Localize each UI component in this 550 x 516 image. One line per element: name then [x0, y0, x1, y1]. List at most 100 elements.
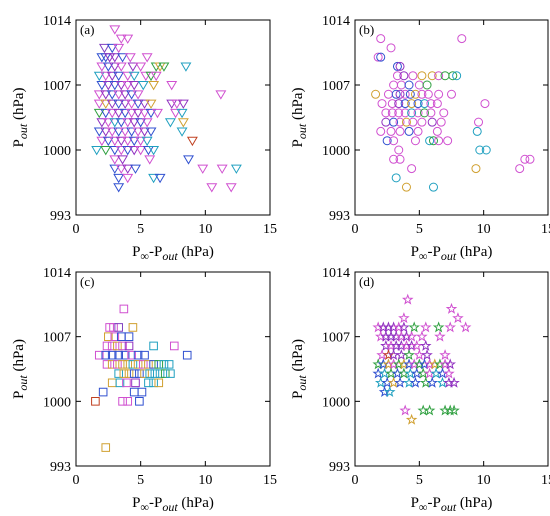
- data-point-a-53: [119, 99, 131, 109]
- data-point-a-75: [109, 118, 121, 128]
- data-point-b-15: [452, 71, 462, 81]
- x-axis-label-a: P∞-Pout (hPa): [132, 244, 214, 263]
- data-point-a-37: [128, 81, 140, 91]
- data-point-c-39: [119, 369, 129, 378]
- data-point-c-11: [113, 341, 122, 351]
- data-point-a-124: [148, 173, 160, 184]
- data-point-a-43: [106, 90, 118, 100]
- data-point-a-35: [115, 81, 127, 91]
- data-point-a-76: [115, 118, 127, 128]
- data-point-b-84: [391, 173, 401, 183]
- data-point-b-5: [392, 61, 402, 71]
- data-point-a-14: [102, 62, 114, 72]
- data-point-c-48: [166, 369, 175, 378]
- data-point-a-51: [106, 99, 118, 109]
- panel-label-c: (c): [80, 274, 94, 289]
- data-point-a-107: [128, 146, 140, 156]
- data-point-a-99: [135, 136, 147, 147]
- data-point-b-39: [426, 99, 436, 109]
- data-point-b-57: [427, 117, 437, 127]
- data-point-c-60: [118, 397, 127, 406]
- data-point-c-45: [150, 369, 160, 378]
- data-point-a-102: [91, 146, 103, 156]
- x-axis-label-sub-out: out: [162, 500, 178, 514]
- data-point-b-4: [376, 52, 386, 62]
- data-point-d-38: [421, 349, 433, 361]
- data-point-c-23: [140, 350, 149, 360]
- y-tick-label-b-0: 993: [329, 209, 350, 224]
- data-point-a-101: [186, 136, 198, 147]
- data-point-a-39: [148, 81, 160, 91]
- data-point-a-46: [126, 90, 138, 100]
- data-point-b-27: [410, 89, 420, 99]
- data-point-c-29: [123, 360, 133, 369]
- x-axis-label-p: P: [132, 244, 140, 260]
- x-tick-label-c-3: 15: [263, 473, 277, 488]
- data-point-a-68: [139, 108, 151, 119]
- axes-frame-b: [354, 19, 549, 216]
- data-point-c-0: [119, 304, 129, 314]
- data-point-d-54: [444, 358, 456, 370]
- data-point-c-51: [122, 378, 131, 388]
- data-point-a-18: [135, 62, 147, 72]
- data-point-b-75: [475, 145, 485, 155]
- data-point-a-61: [93, 108, 105, 119]
- data-point-a-60: [177, 99, 189, 109]
- data-point-c-41: [129, 369, 139, 378]
- data-point-a-67: [132, 108, 144, 119]
- data-point-a-17: [127, 62, 139, 72]
- data-point-a-24: [100, 71, 112, 82]
- x-axis-label-sub-inf: ∞: [140, 249, 149, 263]
- data-point-a-31: [150, 71, 162, 82]
- data-point-a-34: [109, 81, 121, 91]
- data-point-b-9: [408, 71, 418, 81]
- data-point-c-26: [107, 360, 117, 369]
- data-point-d-11: [420, 321, 432, 333]
- data-point-a-1: [115, 34, 127, 44]
- data-point-d-86: [405, 413, 418, 425]
- data-point-b-44: [394, 108, 404, 118]
- data-point-d-23: [434, 330, 446, 342]
- data-point-a-111: [109, 155, 121, 165]
- data-point-a-82: [177, 118, 189, 128]
- data-point-a-65: [119, 108, 131, 119]
- data-point-a-36: [122, 81, 134, 91]
- data-point-b-8: [399, 71, 409, 81]
- data-point-a-78: [128, 118, 140, 128]
- data-point-b-80: [525, 154, 535, 164]
- data-point-b-11: [427, 71, 437, 81]
- data-point-b-46: [407, 108, 417, 118]
- data-point-d-79: [383, 386, 396, 397]
- data-point-b-74: [394, 145, 404, 155]
- data-point-b-73: [443, 136, 453, 146]
- x-axis-label-p: P: [411, 244, 419, 260]
- data-point-c-8: [124, 332, 134, 341]
- data-point-a-48: [215, 90, 227, 100]
- data-point-d-14: [459, 321, 472, 333]
- x-axis-label-sub-out: out: [441, 500, 457, 514]
- data-point-a-28: [128, 71, 140, 82]
- data-point-b-28: [417, 89, 427, 99]
- data-point-b-47: [413, 108, 423, 118]
- data-point-b-25: [400, 89, 410, 99]
- y-tick-label-d-0: 993: [329, 460, 350, 475]
- data-point-b-48: [419, 108, 429, 118]
- data-point-b-70: [425, 136, 435, 146]
- x-axis-label-b: P∞-Pout (hPa): [411, 244, 493, 263]
- x-axis-label-c: P∞-Pout (hPa): [132, 495, 214, 514]
- data-point-a-9: [109, 53, 121, 63]
- data-point-b-77: [389, 154, 399, 164]
- data-point-b-68: [389, 136, 399, 146]
- y-tick-label-a-0: 993: [50, 209, 71, 224]
- data-point-d-12: [432, 321, 445, 333]
- data-point-b-33: [387, 99, 397, 109]
- data-point-d-13: [444, 321, 456, 333]
- panel-label-d: (d): [359, 274, 374, 289]
- data-point-a-4: [106, 43, 118, 54]
- data-point-c-13: [124, 341, 134, 351]
- data-point-a-41: [93, 90, 105, 100]
- data-point-c-46: [155, 369, 165, 378]
- data-point-d-1: [445, 302, 458, 314]
- data-point-c-37: [164, 360, 174, 369]
